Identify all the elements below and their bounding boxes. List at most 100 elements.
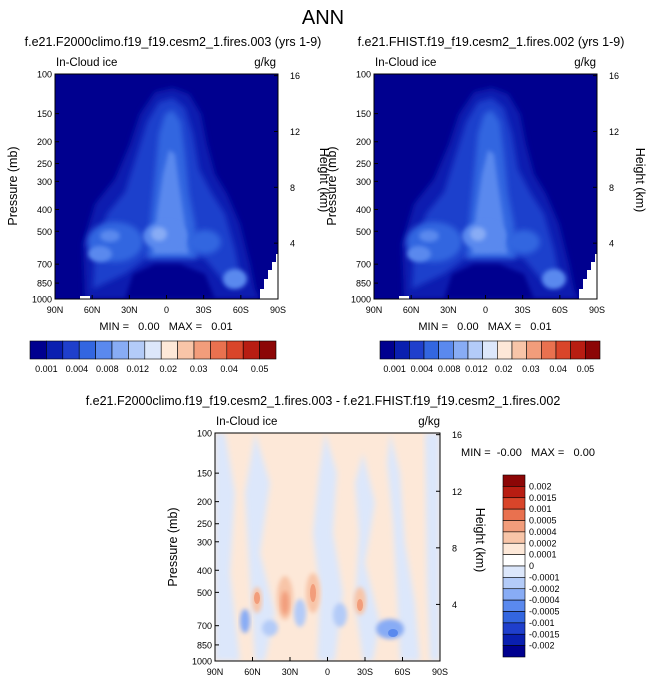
panel-1-xtick-label: 90N — [47, 305, 64, 315]
panel-3-colorbar-label: 0 — [529, 561, 534, 571]
panel-3-ytick-label: 850 — [197, 640, 212, 650]
panel-2-colorbar-swatch — [394, 340, 410, 360]
panel-3-colorbar-label: 0.0002 — [529, 538, 557, 548]
panel-3-title: f.e21.F2000climo.f19_f19.cesm2_1.fires.0… — [86, 394, 561, 408]
panel-2-colorbar-swatch — [511, 340, 527, 360]
panel-2-colorbar-swatch — [555, 340, 571, 360]
panel-2-colorbar-swatch — [423, 340, 439, 360]
panel-3-ytick-label: 150 — [197, 469, 212, 479]
panel-2-colorbar-swatch — [570, 340, 586, 360]
panel-3-colorbar-label: 0.002 — [529, 481, 552, 491]
panel-1-xtick-label: 30N — [121, 305, 138, 315]
panel-3-colorbar-label: 0.0004 — [529, 527, 557, 537]
panel-3-ytick-label: 700 — [197, 621, 212, 631]
panel-2-ytick-label: 700 — [356, 260, 371, 270]
panel-2-colorbar-swatch — [453, 340, 469, 360]
panel-3-ytick-label: 200 — [197, 497, 212, 507]
panel-3-units: g/kg — [418, 416, 440, 428]
panel-3-colorbar-swatch — [502, 497, 526, 510]
panel-3-ytick-label: 400 — [197, 566, 212, 576]
panel-2-colorbar-label: 0.004 — [411, 364, 434, 374]
panel-1-field-label: In-Cloud ice — [56, 57, 117, 69]
panel-2-colorbar-label: 0.05 — [577, 364, 595, 374]
panel-3-colorbar-label: 0.0001 — [529, 550, 557, 560]
panel-2: f.e21.FHIST.f19_f19.cesm2_1.fires.002 (y… — [325, 35, 647, 374]
panel-2-ytick-label: 400 — [356, 205, 371, 215]
panel-2-colorbar-swatch — [438, 340, 454, 360]
panel-1-ytick-label: 150 — [37, 109, 52, 119]
panel-1-colorbar-swatch — [128, 340, 146, 360]
panel-3-xtick-label: 60S — [394, 667, 410, 677]
panel-2-y2tick-label: 12 — [609, 127, 619, 137]
panel-2-field — [374, 74, 597, 299]
panel-2-ytick-label: 1000 — [351, 295, 371, 305]
panel-1-title: f.e21.F2000climo.f19_f19.cesm2_1.fires.0… — [25, 35, 322, 49]
panel-1-y2tick-label: 4 — [290, 239, 295, 249]
panel-2-y2tick-label: 4 — [609, 239, 614, 249]
panel-1-y2tick-label: 12 — [290, 127, 300, 137]
panel-3-y-axis: 100 150 200 250 300 400 500 700 850 1000 16 12 8 4 90N… — [192, 429, 462, 678]
panel-2-colorbar-label: 0.012 — [465, 364, 488, 374]
panel-3-colorbar-label: 0.001 — [529, 504, 552, 514]
panel-1-colorbar-label: 0.001 — [35, 364, 58, 374]
panel-3-colorbar-swatch — [502, 531, 526, 544]
panel-1-colorbar-swatch — [111, 340, 129, 360]
panel-1-ytick-label: 200 — [37, 137, 52, 147]
panel-1-colorbar-swatch — [210, 340, 228, 360]
panel-3-colorbar-swatch — [502, 542, 526, 555]
panel-1-colorbar-swatch — [160, 340, 178, 360]
panel-3-colorbar-label: -0.0004 — [529, 595, 560, 605]
panel-1-colorbar-swatch — [177, 340, 195, 360]
panel-2-ytick-label: 100 — [356, 70, 371, 80]
panel-2-ytick-label: 500 — [356, 227, 371, 237]
panel-2-colorbar-label: 0.008 — [438, 364, 461, 374]
panel-1-colorbar-swatch — [242, 340, 260, 360]
panel-2-colorbar-swatch — [379, 340, 395, 360]
panel-1-colorbar-label: 0.04 — [220, 364, 238, 374]
panel-3-colorbar-swatch — [502, 565, 526, 578]
panel-3-ylabel: Pressure (mb) — [166, 507, 180, 586]
panel-1-ylabel-right: Height (km) — [317, 148, 331, 213]
panel-2-ylabel: Pressure (mb) — [325, 146, 339, 225]
panel-2-ylabel-right: Height (km) — [633, 148, 647, 213]
panel-3-colorbar-swatch — [502, 508, 526, 521]
panel-3-y2tick-label: 12 — [452, 487, 462, 497]
panel-3-stats: MIN = -0.00 MAX = 0.00 — [461, 447, 595, 459]
panel-2-colorbar-swatch — [526, 340, 542, 360]
panel-2-y2tick-label: 8 — [609, 183, 614, 193]
panel-3-ytick-label: 500 — [197, 588, 212, 598]
panel-2-units: g/kg — [574, 57, 596, 69]
panel-3-colorbar-label: -0.0005 — [529, 607, 560, 617]
panel-1-ytick-label: 250 — [37, 159, 52, 169]
panel-3-colorbar-label: 0.0005 — [529, 516, 557, 526]
panel-2-y-axis: 100 150 200 250 300 400 500 700 850 1000 16 12 8 4 90N… — [351, 70, 619, 316]
panel-3-y2tick-label: 4 — [452, 600, 457, 610]
panel-1-colorbar: 0.001 0.004 0.008 0.012 0.02 0.03 0.04 0.05 — [29, 340, 277, 374]
panel-1-colorbar-swatch — [259, 340, 277, 360]
panel-2-colorbar: 0.001 0.004 0.008 0.012 0.02 0.03 0.04 0.05 — [379, 340, 601, 374]
panel-1-colorbar-swatch — [78, 340, 96, 360]
panel-3-y2tick-label: 8 — [452, 543, 457, 553]
panel-1-ytick-label: 400 — [37, 205, 52, 215]
panel-2-colorbar-swatch — [467, 340, 483, 360]
panel-1-colorbar-swatch — [144, 340, 162, 360]
panel-1-colorbar-label: 0.03 — [190, 364, 208, 374]
panel-1-xtick-label: 90S — [270, 305, 286, 315]
panel-2-ytick-label: 250 — [356, 159, 371, 169]
panel-3-colorbar-label: 0.0015 — [529, 493, 557, 503]
panel-1: f.e21.F2000climo.f19_f19.cesm2_1.fires.0… — [6, 35, 331, 374]
panel-1-colorbar-swatch — [62, 340, 80, 360]
panel-2-xtick-label: 90S — [589, 305, 605, 315]
panel-2-stats: MIN = 0.00 MAX = 0.01 — [418, 321, 551, 333]
panel-3-colorbar-swatch — [502, 520, 526, 533]
panel-1-y2tick-label: 16 — [290, 71, 300, 81]
panel-1-ytick-label: 700 — [37, 260, 52, 270]
panel-1-stats: MIN = 0.00 MAX = 0.01 — [99, 321, 232, 333]
panel-1-xtick-label: 30S — [196, 305, 212, 315]
panel-2-xtick-label: 60N — [403, 305, 420, 315]
panel-3-colorbar-swatch — [502, 577, 526, 590]
panel-3-colorbar-swatch — [502, 474, 526, 487]
panel-1-colorbar-label: 0.004 — [66, 364, 89, 374]
panel-3-colorbar-swatch — [502, 486, 526, 499]
